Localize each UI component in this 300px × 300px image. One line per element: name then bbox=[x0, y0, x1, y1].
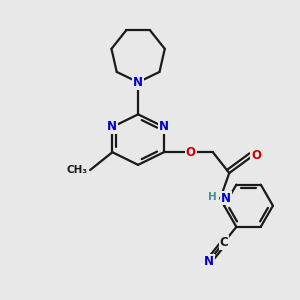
Text: O: O bbox=[186, 146, 196, 159]
Text: N: N bbox=[221, 191, 231, 205]
Text: N: N bbox=[107, 121, 117, 134]
Text: C: C bbox=[220, 236, 228, 249]
Text: CH₃: CH₃ bbox=[66, 165, 87, 175]
Text: H: H bbox=[208, 192, 216, 202]
Text: N: N bbox=[204, 255, 214, 268]
Text: N: N bbox=[133, 76, 143, 89]
Text: O: O bbox=[251, 149, 261, 162]
Text: N: N bbox=[159, 121, 169, 134]
